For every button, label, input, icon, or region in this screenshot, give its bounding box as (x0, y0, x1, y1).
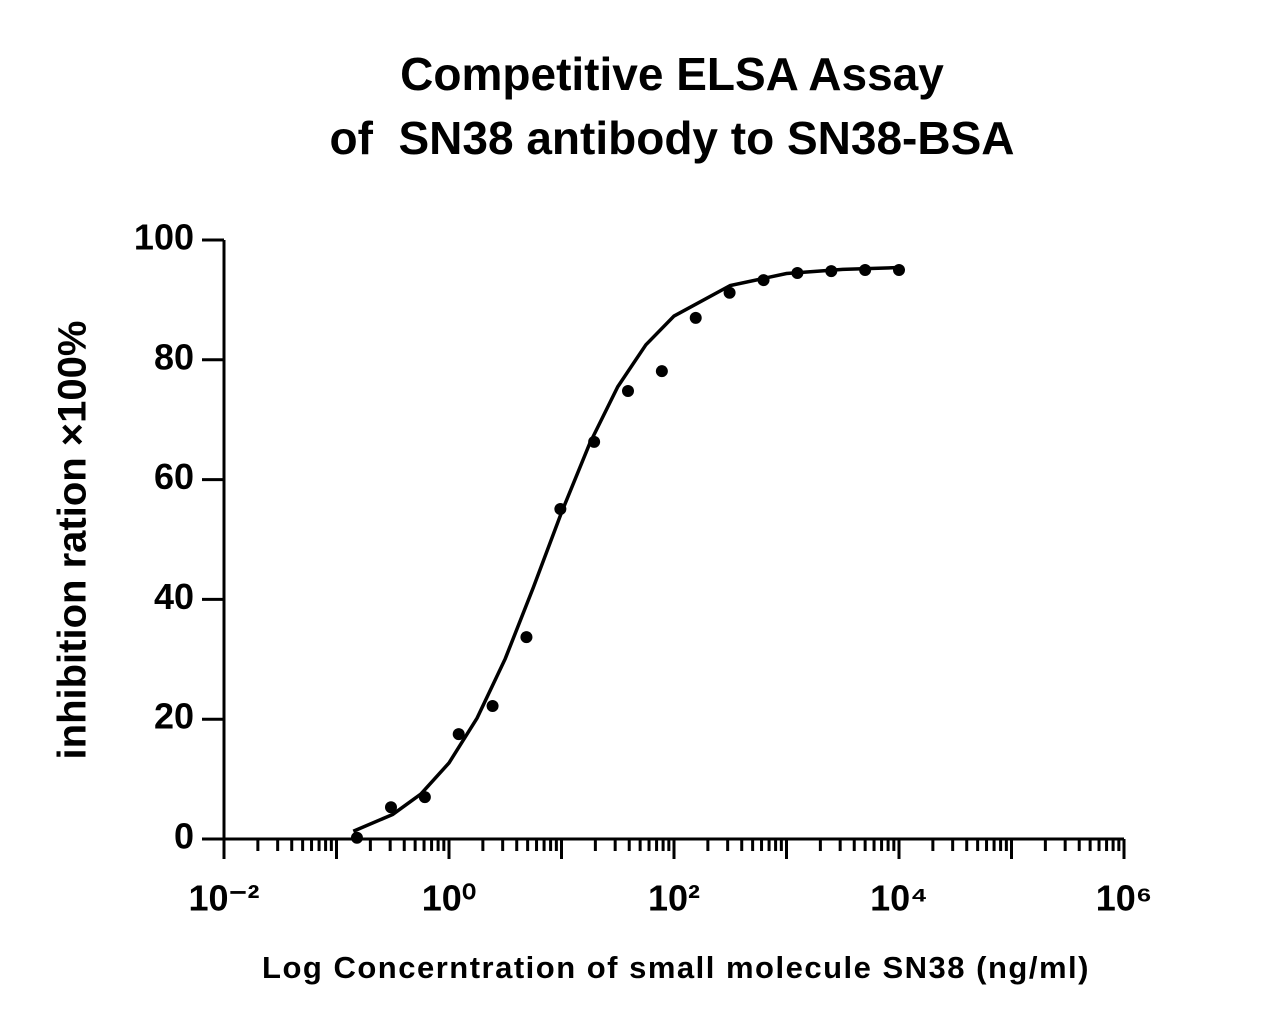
data-point (791, 266, 804, 279)
y-tick-label: 0 (174, 816, 194, 857)
data-point (723, 286, 736, 299)
data-point (486, 700, 499, 713)
data-point (350, 831, 363, 844)
data-point (621, 384, 634, 397)
y-tick-label: 100 (134, 217, 194, 258)
y-axis-label: inhibition ration ×100% (51, 321, 95, 760)
x-tick-label: 10⁰ (422, 878, 476, 919)
data-point (757, 274, 770, 287)
data-point (825, 265, 838, 278)
data-point (520, 631, 533, 644)
data-point (588, 435, 601, 448)
y-tick-label: 60 (154, 456, 194, 497)
data-point (554, 502, 567, 515)
data-point (655, 365, 668, 378)
data-point (689, 311, 702, 324)
data-point (384, 801, 397, 814)
x-tick-label: 10⁻² (188, 878, 259, 919)
y-tick-label: 20 (154, 696, 194, 737)
data-point (893, 263, 905, 276)
fit-curve (352, 265, 900, 833)
y-tick-label: 80 (154, 336, 194, 377)
chart-title: Competitive ELSA Assay (400, 48, 944, 100)
x-tick-label: 10⁴ (870, 878, 928, 919)
y-tick-label: 40 (154, 576, 194, 617)
data-point (452, 728, 465, 741)
x-tick-label: 10⁶ (1096, 878, 1153, 919)
x-tick-label: 10² (648, 878, 700, 919)
x-axis-label: Log Concerntration of small molecule SN3… (262, 950, 1090, 985)
data-point (859, 263, 872, 276)
chart-title: of SN38 antibody to SN38-BSA (330, 112, 1015, 164)
data-point (418, 791, 431, 804)
